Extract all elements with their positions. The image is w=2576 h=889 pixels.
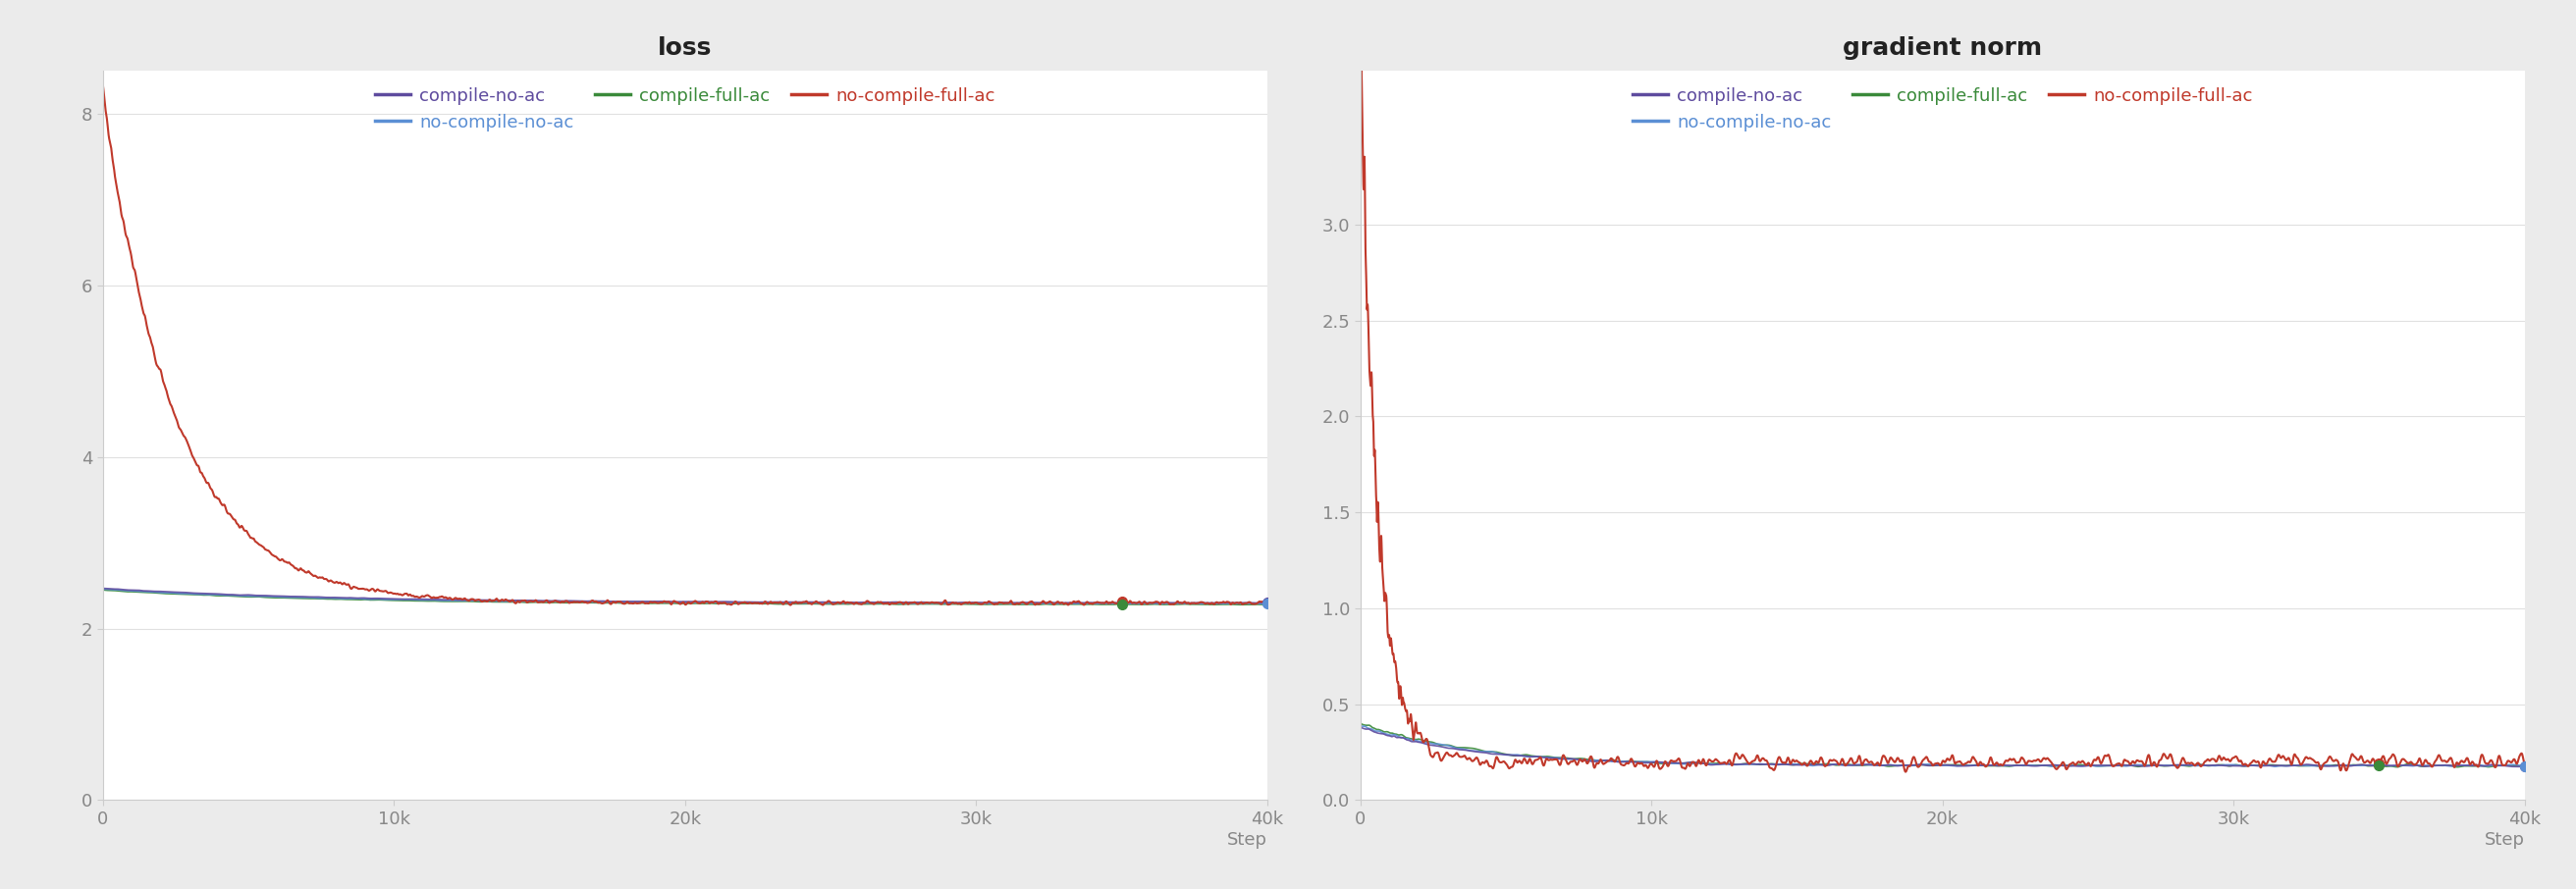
- Legend: compile-no-ac, no-compile-no-ac, compile-full-ac, no-compile-full-ac: compile-no-ac, no-compile-no-ac, compile…: [1625, 80, 2259, 139]
- Legend: compile-no-ac, no-compile-no-ac, compile-full-ac, no-compile-full-ac: compile-no-ac, no-compile-no-ac, compile…: [368, 80, 1002, 139]
- X-axis label: Step: Step: [2483, 830, 2524, 848]
- Title: loss: loss: [657, 36, 714, 60]
- Title: gradient norm: gradient norm: [1842, 36, 2043, 60]
- X-axis label: Step: Step: [1226, 830, 1267, 848]
